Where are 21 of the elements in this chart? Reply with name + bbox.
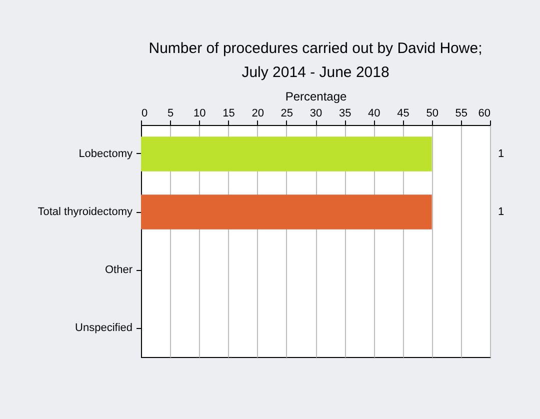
y-tick-label: Total thyroidectomy — [38, 206, 133, 218]
x-axis-title: Percentage — [285, 90, 348, 104]
x-tick-label: 25 — [280, 108, 294, 120]
x-tick-label: 30 — [310, 108, 322, 120]
x-tick-label: 10 — [194, 108, 206, 120]
x-tick-label: 35 — [338, 108, 352, 120]
x-tick-label: 60 — [478, 108, 490, 120]
text: 1 — [498, 148, 504, 160]
x-tick-label: 5 — [168, 108, 174, 120]
x-tick-label: 20 — [252, 108, 264, 120]
y-tick-label: Lobectomy — [78, 148, 133, 160]
y-tick-label: Unspecified — [75, 322, 132, 334]
chart-title: Number of procedures carried out by David Howe; July 2014 - June 2018 — [148, 40, 482, 81]
x-tick-label: 40 — [368, 108, 380, 120]
x-tick-label: 0 — [142, 108, 148, 120]
text: 1 — [498, 206, 504, 218]
x-tick-label: 50 — [426, 108, 438, 120]
x-tick-label: 55 — [455, 108, 468, 120]
x-tick-label: 15 — [222, 108, 235, 120]
x-tick-label: 45 — [397, 108, 410, 120]
y-tick-label: Other — [104, 264, 133, 276]
